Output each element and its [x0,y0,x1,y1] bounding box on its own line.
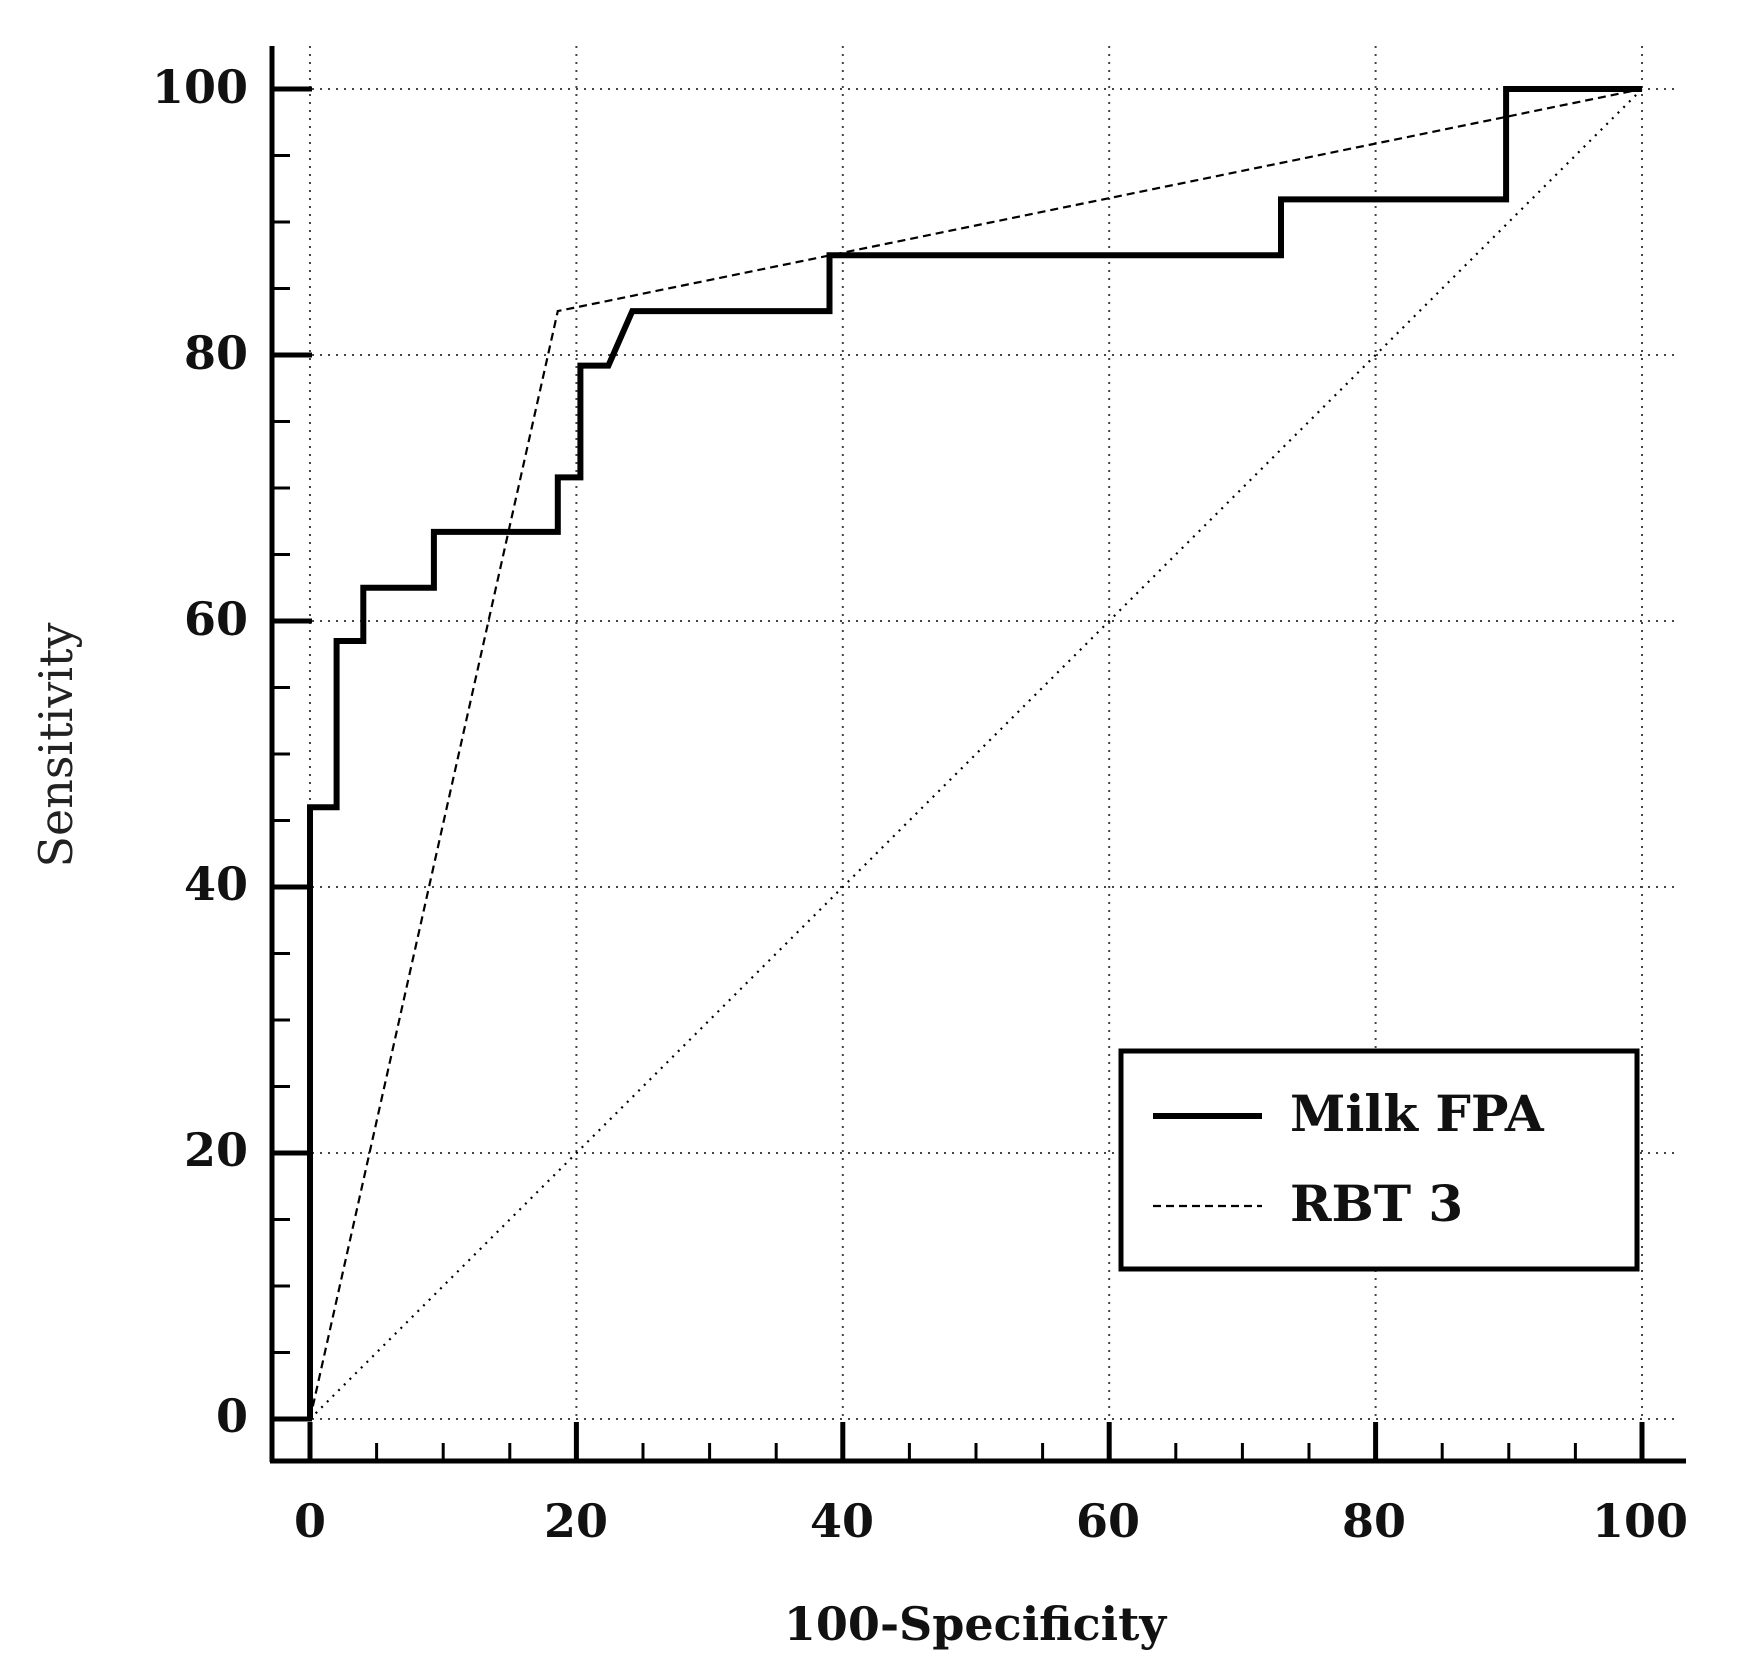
y-tick-label: 80 [184,326,248,380]
x-tick-label: 20 [544,1494,608,1548]
y-tick-label: 100 [152,60,248,114]
legend-box [1118,1048,1640,1272]
tick-labels: 0 20 40 60 80 100 0 20 40 60 80 100 [152,60,1688,1548]
x-tick-label: 40 [810,1494,874,1548]
y-tick-label: 0 [216,1389,248,1443]
legend-label-rbt3: RBT 3 [1290,1174,1463,1233]
x-tick-label: 60 [1076,1494,1140,1548]
x-tick-label: 80 [1342,1494,1406,1548]
series-layer [307,86,1643,1420]
series-line-milk-fpa [307,86,1642,1419]
y-tick-label: 40 [184,857,248,911]
y-axis-title: Sensitivity [29,622,83,867]
axis-ticks [272,86,1645,1461]
y-tick-label: 60 [184,592,248,646]
legend-label-milk-fpa: Milk FPA [1290,1084,1545,1143]
series-line-reference [309,88,1643,1420]
legend: Milk FPA RBT 3 [1118,1048,1640,1272]
reference-diagonal-layer [309,88,1643,1420]
series-line-rbt-3 [308,87,1643,1420]
x-tick-label: 0 [294,1494,326,1548]
y-tick-label: 20 [184,1123,248,1177]
x-axis-title: 100-Specificity [784,1597,1167,1651]
x-tick-label: 100 [1592,1494,1688,1548]
